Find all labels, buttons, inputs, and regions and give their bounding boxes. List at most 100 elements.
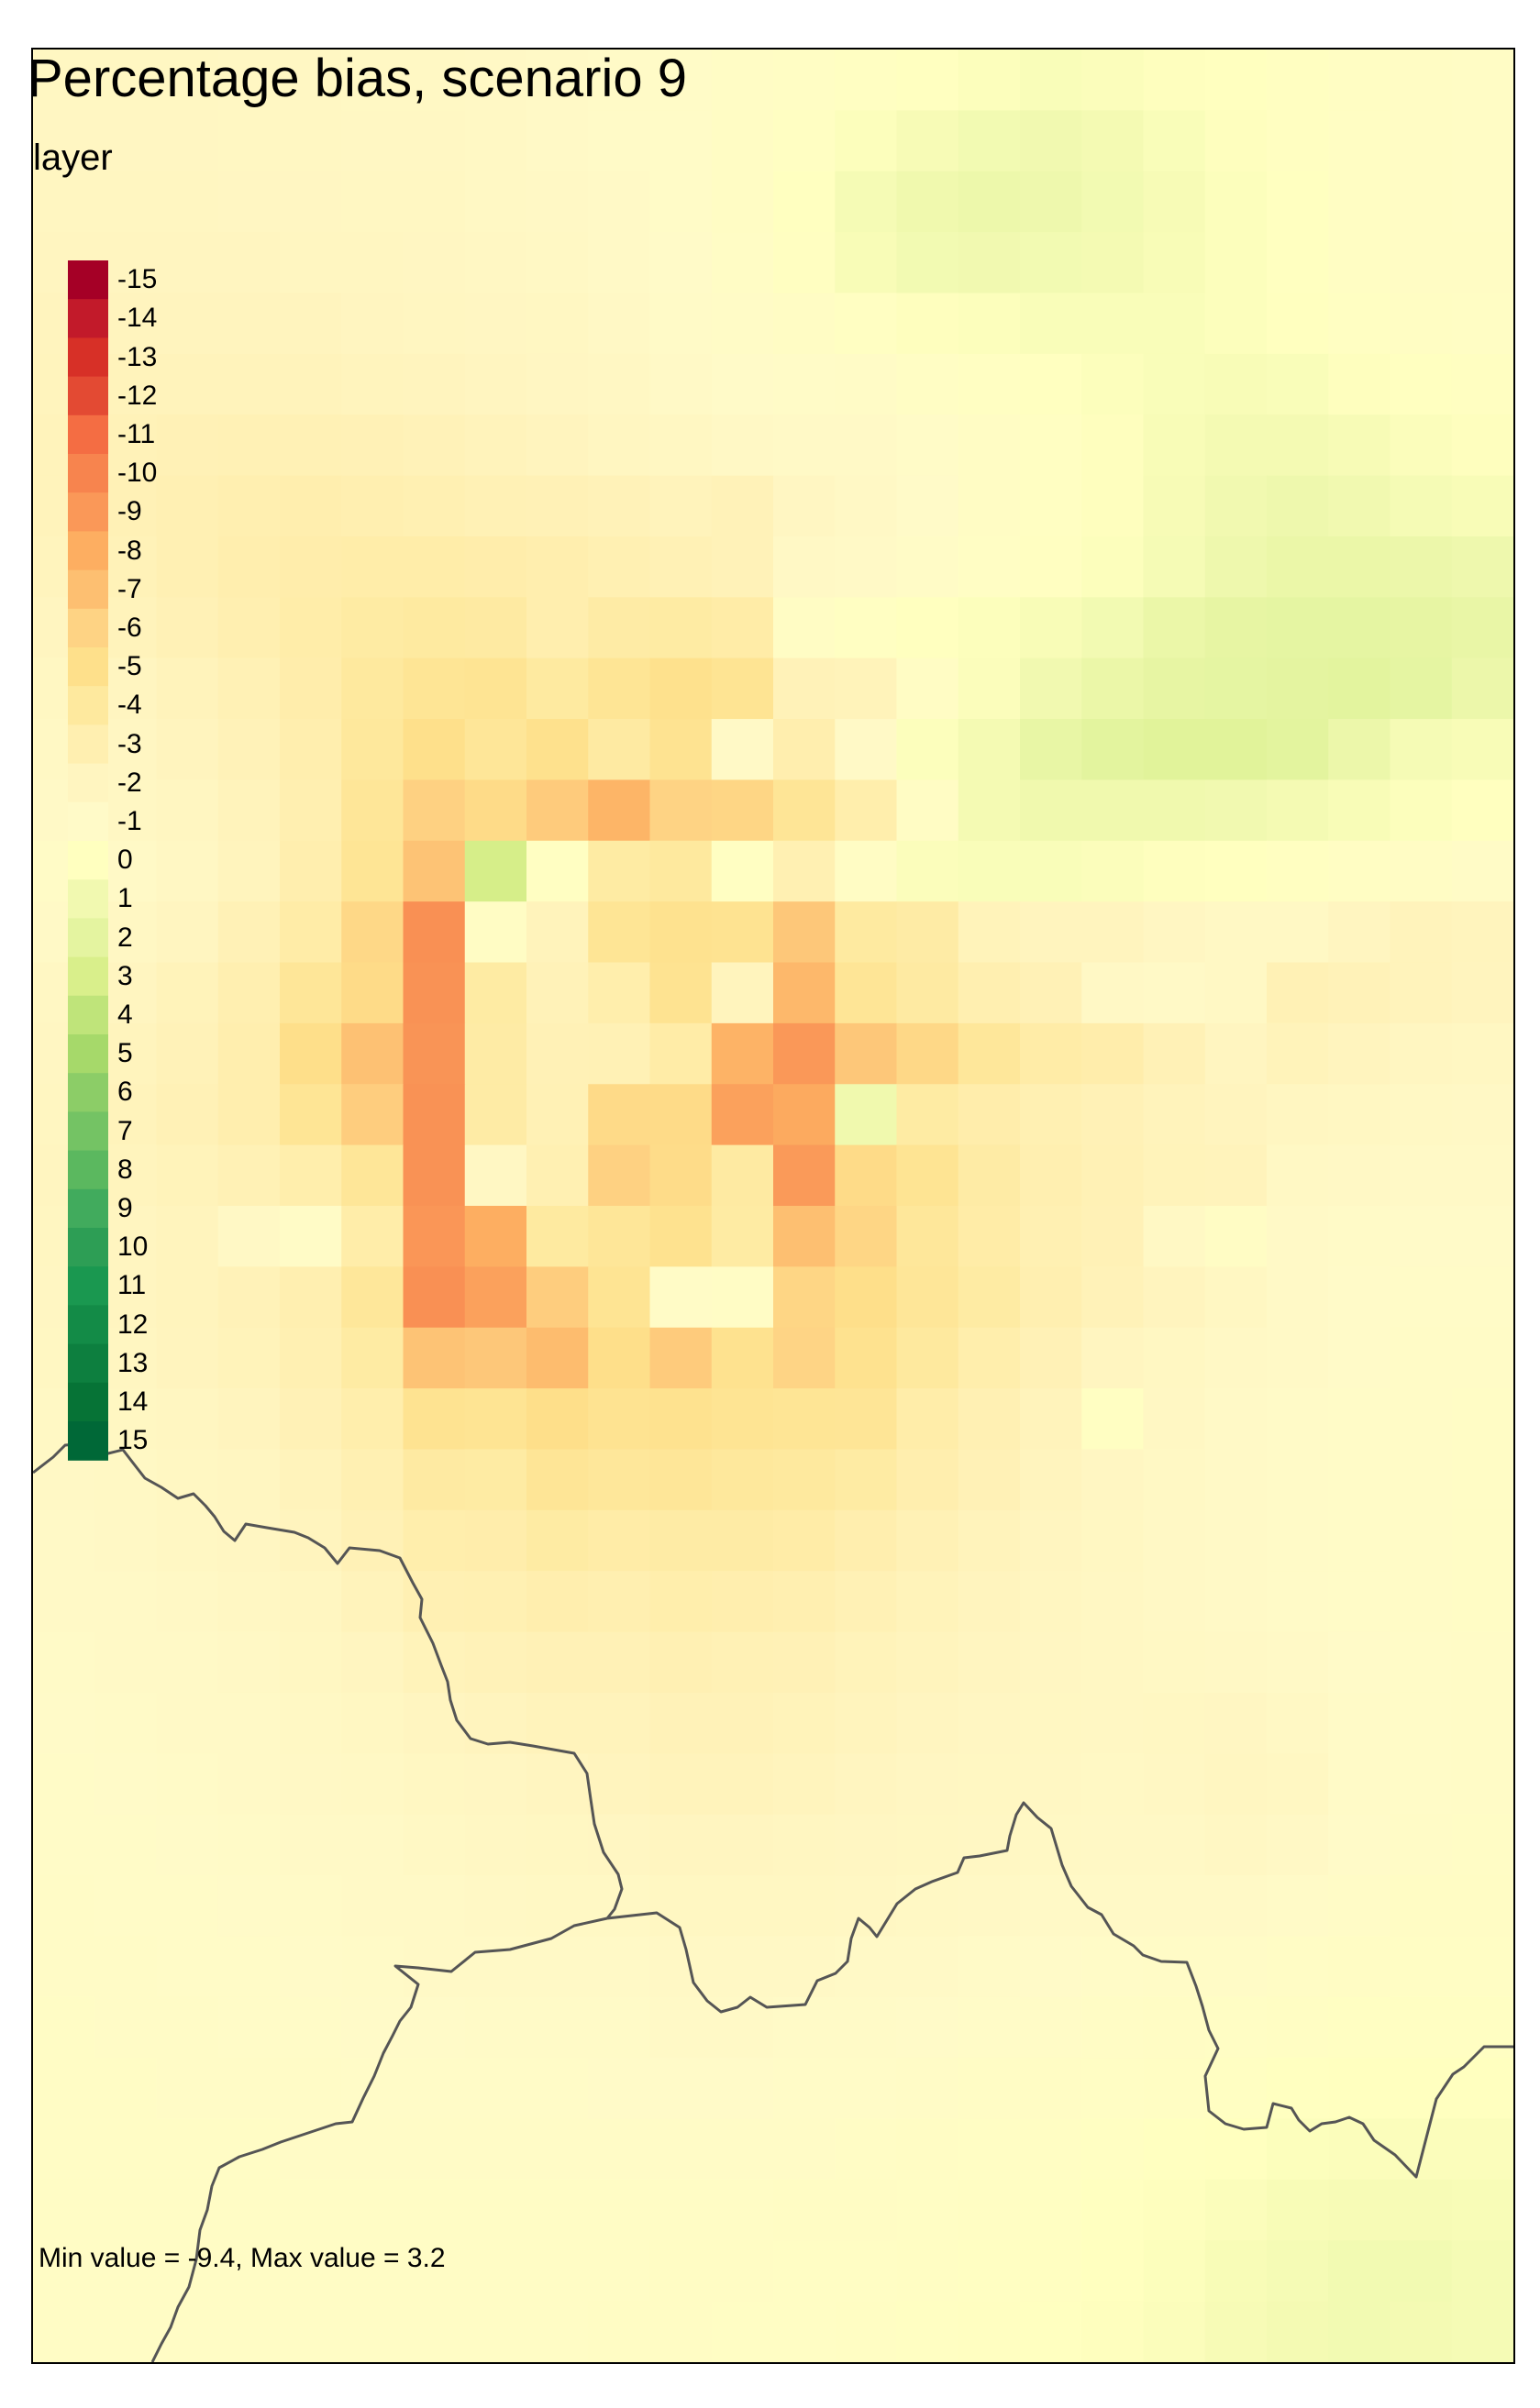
raster-cell [588, 110, 651, 172]
raster-cell [711, 2301, 774, 2362]
raster-cell [1267, 779, 1329, 842]
raster-cell [1390, 1753, 1453, 1816]
raster-cell [773, 1084, 836, 1146]
raster-cell [1267, 1631, 1329, 1694]
raster-cell [649, 171, 713, 233]
raster-cell [958, 1206, 1021, 1267]
raster-cell [1143, 1388, 1206, 1451]
raster-cell [33, 2179, 95, 2241]
raster-cell [1328, 779, 1391, 842]
raster-cell [1143, 2301, 1206, 2362]
raster-cell [1143, 1327, 1206, 1389]
raster-cell [156, 1996, 219, 2059]
raster-cell [217, 536, 281, 598]
raster-cell [711, 2058, 774, 2120]
raster-cell [958, 353, 1021, 415]
raster-cell [773, 414, 836, 477]
raster-cell [711, 1753, 774, 1816]
raster-cell [1390, 1692, 1453, 1754]
raster-cell [33, 110, 95, 172]
raster-cell [835, 1875, 898, 1938]
raster-cell [1390, 1144, 1453, 1207]
raster-cell [156, 1814, 219, 1876]
raster-cell [217, 1084, 281, 1146]
raster-cell [1451, 1631, 1513, 1694]
raster-cell [403, 475, 466, 537]
raster-cell [217, 1266, 281, 1329]
raster-cell [156, 2058, 219, 2120]
legend-label: 8 [117, 1154, 133, 1185]
raster-cell [1020, 779, 1082, 842]
raster-cell [464, 901, 527, 964]
legend-swatch [68, 1034, 108, 1074]
legend-label: 2 [117, 922, 133, 953]
raster-cell [649, 232, 713, 294]
raster-cell [649, 1206, 713, 1267]
raster-cell [896, 1206, 959, 1267]
raster-cell [835, 1144, 898, 1207]
raster-cell [711, 110, 774, 172]
raster-cell [464, 1022, 527, 1085]
raster-cell [649, 2118, 713, 2181]
raster-cell [1020, 2301, 1082, 2362]
raster-cell [464, 962, 527, 1024]
raster-cell [1267, 840, 1329, 902]
raster-cell [403, 1692, 466, 1754]
raster-cell [711, 779, 774, 842]
raster-cell [1143, 1875, 1206, 1938]
raster-cell [1451, 1509, 1513, 1572]
raster-cell [1390, 1936, 1453, 1998]
raster-cell [835, 1753, 898, 1816]
raster-cell [835, 1571, 898, 1633]
raster-cell [649, 840, 713, 902]
raster-cell [341, 657, 404, 720]
raster-cell [1451, 597, 1513, 659]
legend-label: -2 [117, 767, 142, 798]
raster-cell [526, 1206, 589, 1267]
raster-cell [1143, 1814, 1206, 1876]
legend-swatch [68, 1228, 108, 1267]
raster-cell [835, 1327, 898, 1389]
raster-cell [464, 353, 527, 415]
raster-cell [711, 597, 774, 659]
raster-cell [1143, 293, 1206, 355]
raster-cell [1328, 2301, 1391, 2362]
raster-cell [1390, 1814, 1453, 1876]
raster-cell [33, 1875, 95, 1938]
raster-cell [958, 1327, 1021, 1389]
raster-cell [588, 1266, 651, 1329]
raster-cell [649, 1144, 713, 1207]
raster-cell [156, 50, 219, 111]
raster-cell [1204, 1753, 1268, 1816]
raster-cell [1390, 1571, 1453, 1633]
raster-cell [835, 779, 898, 842]
raster-cell [341, 1084, 404, 1146]
border-line-east [606, 1801, 1513, 2179]
raster-cell [217, 1631, 281, 1694]
raster-cell [773, 2118, 836, 2181]
raster-cell [464, 1144, 527, 1207]
raster-cell [1451, 171, 1513, 233]
raster-cell [1328, 1814, 1391, 1876]
raster-cell [1328, 1144, 1391, 1207]
raster-cell [835, 719, 898, 781]
raster-cell [526, 50, 589, 111]
raster-cell [403, 1388, 466, 1451]
raster-cell [1143, 2118, 1206, 2181]
raster-cell [1204, 50, 1268, 111]
raster-cell [1390, 414, 1453, 477]
raster-cell [1020, 1266, 1082, 1329]
raster-cell [1267, 171, 1329, 233]
legend-swatch [68, 1150, 108, 1190]
raster-cell [773, 2179, 836, 2241]
raster-cell [1390, 597, 1453, 659]
raster-cell [280, 1936, 342, 1998]
raster-cell [1390, 50, 1453, 111]
raster-cell [280, 171, 342, 233]
raster-cell [1204, 110, 1268, 172]
legend-swatch [68, 918, 108, 958]
legend-swatch [68, 1343, 108, 1384]
raster-cell [1081, 2240, 1145, 2303]
raster-cell [94, 2118, 158, 2181]
raster-cell [649, 657, 713, 720]
